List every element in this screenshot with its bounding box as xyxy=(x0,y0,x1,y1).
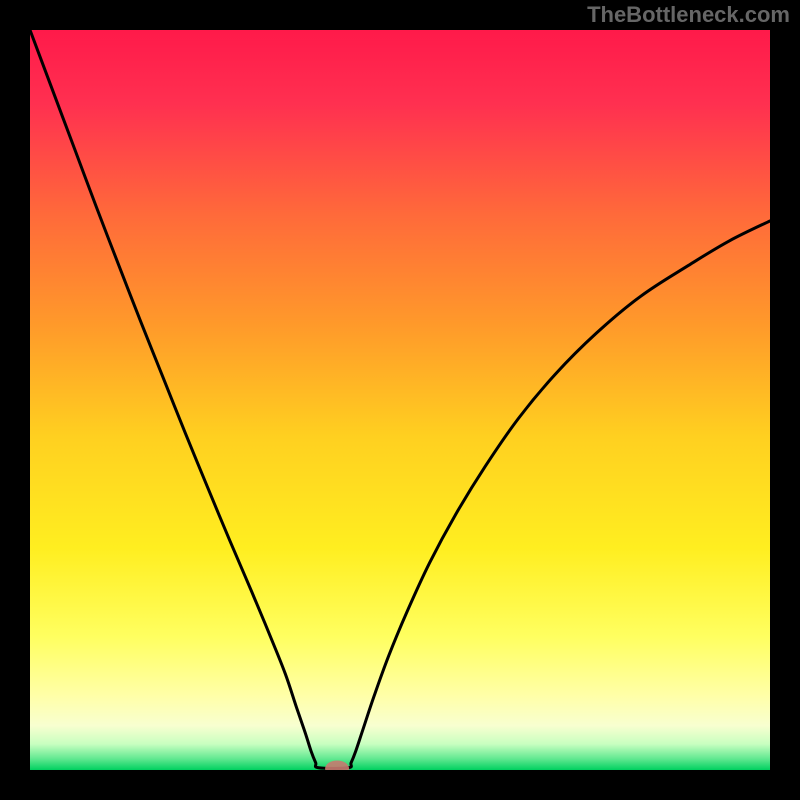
bottleneck-chart xyxy=(30,30,770,770)
chart-container: TheBottleneck.com xyxy=(0,0,800,800)
heat-gradient-background xyxy=(30,30,770,770)
watermark-text: TheBottleneck.com xyxy=(587,2,790,28)
